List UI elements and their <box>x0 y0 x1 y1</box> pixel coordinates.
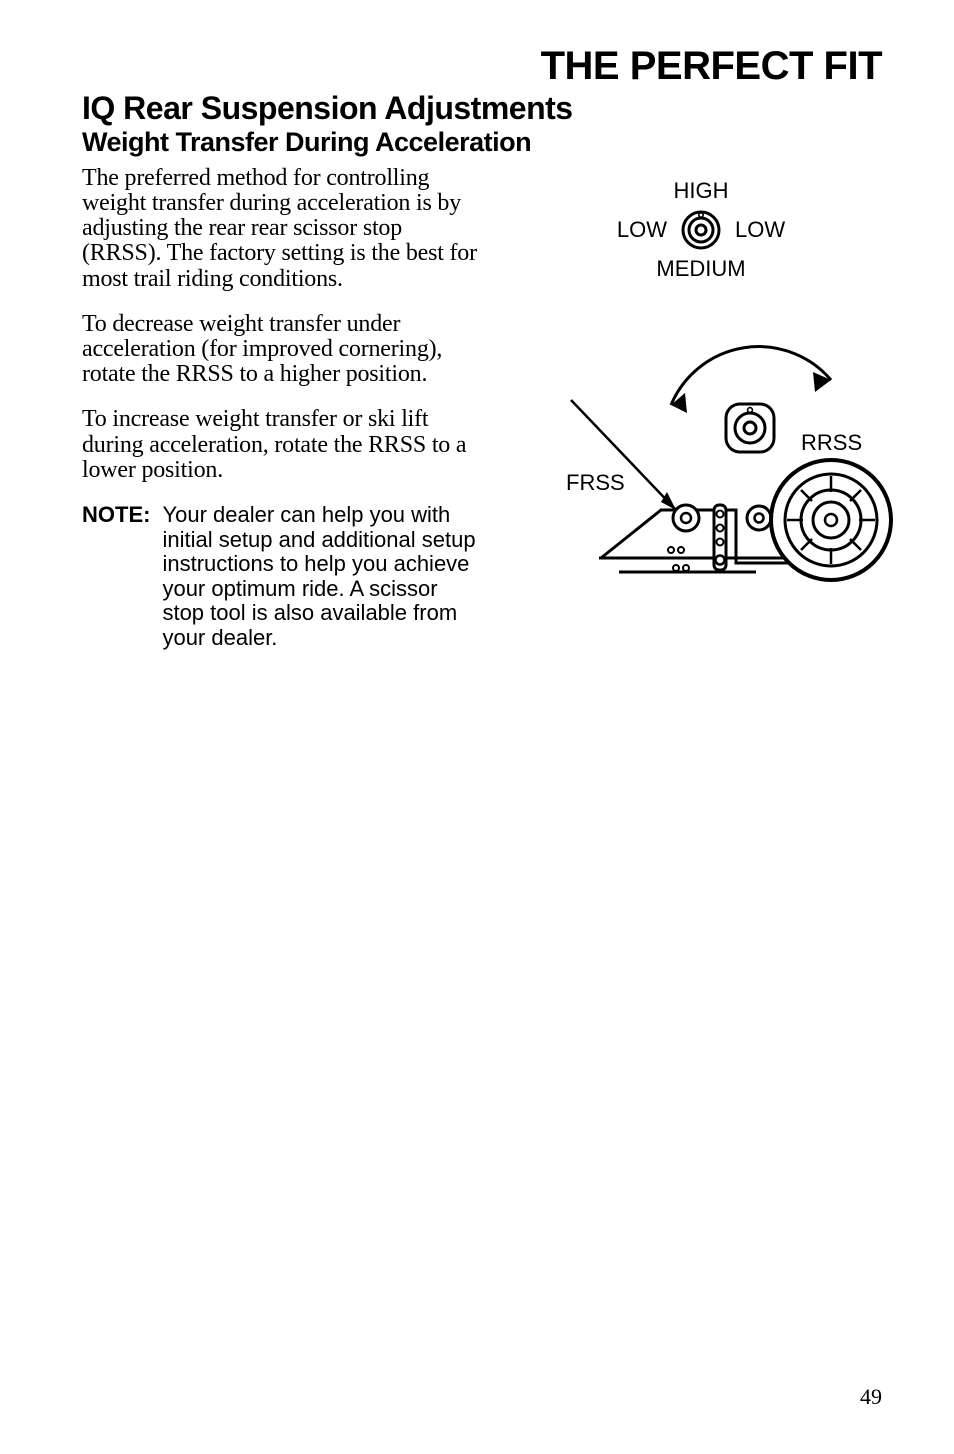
paragraph-3: To increase weight transfer or ski lift … <box>82 407 477 483</box>
page-number: 49 <box>860 1384 882 1410</box>
dial-diagram: HIGH LOW LOW MEDIUM <box>501 178 901 282</box>
suspension-diagram: RRSS FRSS <box>501 310 901 610</box>
paragraph-1: The preferred method for control­ling we… <box>82 166 477 292</box>
page-title: THE PERFECT FIT <box>82 44 882 89</box>
dial-label-low-left: LOW <box>617 217 667 243</box>
note-block: NOTE: Your dealer can help you with init… <box>82 503 477 651</box>
right-column: HIGH LOW LOW MEDIUM <box>501 166 901 651</box>
dial-label-medium: MEDIUM <box>501 256 901 282</box>
subsection-heading: Weight Transfer During Acceleration <box>82 128 882 158</box>
rrss-label: RRSS <box>801 430 862 455</box>
dial-icon <box>677 206 725 254</box>
left-column: The preferred method for control­ling we… <box>82 166 477 651</box>
paragraph-2: To decrease weight transfer under accele… <box>82 312 477 388</box>
dial-label-low-right: LOW <box>735 217 785 243</box>
dial-label-high: HIGH <box>501 178 901 204</box>
note-label: NOTE: <box>82 503 162 651</box>
note-body: Your dealer can help you with initial se… <box>162 503 477 651</box>
section-heading: IQ Rear Suspension Adjustments <box>82 91 882 126</box>
frss-label: FRSS <box>566 470 625 495</box>
